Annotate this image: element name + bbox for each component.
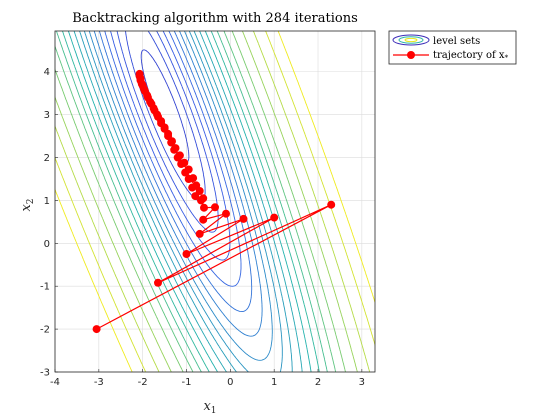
trajectory-point — [189, 174, 198, 183]
level-set-curve — [110, 31, 231, 261]
trajectory-point — [154, 278, 162, 287]
trajectory-point — [199, 215, 208, 224]
level-set-curve — [73, 31, 303, 372]
level-set-curve — [55, 31, 337, 372]
legend: level sets trajectory of x* — [388, 30, 517, 65]
level-set-curve — [62, 31, 320, 372]
level-set-curve — [55, 31, 328, 372]
legend-contour-inner-icon — [404, 37, 418, 43]
level-set-curve — [93, 31, 263, 337]
level-set-curve — [55, 31, 358, 372]
level-sets — [55, 31, 375, 372]
x-axis-label-subscript: 1 — [211, 406, 217, 416]
y-axis-label-subscript: 2 — [26, 198, 36, 204]
trajectory-point — [327, 200, 336, 209]
level-set-curve — [55, 31, 371, 372]
x-tick-label: 2 — [315, 377, 321, 388]
legend-contour-middle-icon — [398, 36, 424, 44]
y-axis-label: x2 — [19, 198, 36, 211]
trajectory-point — [135, 69, 144, 78]
y-tick-label: -2 — [40, 325, 50, 336]
y-tick-label: 4 — [44, 67, 50, 78]
legend-label-level-sets: level sets — [433, 36, 480, 47]
x-tick-label: -4 — [50, 377, 60, 388]
level-set-curve — [83, 31, 283, 372]
x-axis-label: x1 — [203, 399, 216, 416]
trajectory-point — [182, 250, 191, 258]
y-tick-label: 0 — [44, 239, 50, 250]
trajectory-point — [175, 151, 184, 160]
y-axis-label-base: x — [19, 204, 34, 212]
trajectory-point — [239, 214, 248, 223]
y-tick-label: -1 — [40, 282, 50, 293]
level-set-curve — [116, 31, 219, 233]
level-set-curve — [55, 31, 346, 372]
trajectory-point — [199, 194, 208, 203]
legend-label-trajectory-base: trajectory of x — [433, 50, 505, 61]
legend-contour-outer-icon — [392, 34, 430, 46]
chart-title: Backtracking algorithm with 284 iteratio… — [72, 11, 358, 26]
x-tick-label: 0 — [227, 377, 233, 388]
trajectory-point — [200, 203, 208, 212]
trajectory-point — [211, 203, 219, 212]
y-tick-label: 1 — [44, 196, 50, 207]
trajectory-point — [184, 165, 193, 174]
level-set-curve — [88, 31, 273, 361]
trajectory-point — [92, 325, 101, 334]
trajectory-point — [270, 213, 279, 222]
level-set-curve — [55, 31, 375, 372]
trajectory-point — [192, 181, 201, 190]
x-tick-label: -3 — [94, 377, 104, 388]
x-tick-label: 1 — [271, 377, 277, 388]
x-tick-label: 3 — [359, 377, 365, 388]
trajectory-point — [180, 158, 189, 167]
y-tick-label: -3 — [40, 368, 50, 379]
x-axis-label-base: x — [203, 399, 211, 414]
x-tick-label: -1 — [182, 377, 192, 388]
x-tick-label: -2 — [138, 377, 148, 388]
trajectory-point — [222, 209, 230, 218]
trajectory — [92, 69, 336, 334]
legend-item-level-sets: level sets — [392, 34, 480, 47]
y-tick-label: 2 — [44, 153, 50, 164]
level-set-curve — [55, 31, 375, 372]
level-set-curve — [104, 31, 242, 287]
legend-item-trajectory: trajectory of x* — [393, 50, 509, 62]
level-set-curve — [79, 31, 293, 372]
y-tick-label: 3 — [44, 110, 50, 121]
trajectory-point — [195, 229, 204, 238]
plot-frame — [54, 30, 376, 373]
legend-trajectory-marker-icon — [407, 51, 415, 59]
legend-label-trajectory-subscript: * — [505, 54, 509, 62]
trajectory-point — [171, 144, 180, 153]
legend-label-trajectory: trajectory of x* — [433, 50, 509, 62]
